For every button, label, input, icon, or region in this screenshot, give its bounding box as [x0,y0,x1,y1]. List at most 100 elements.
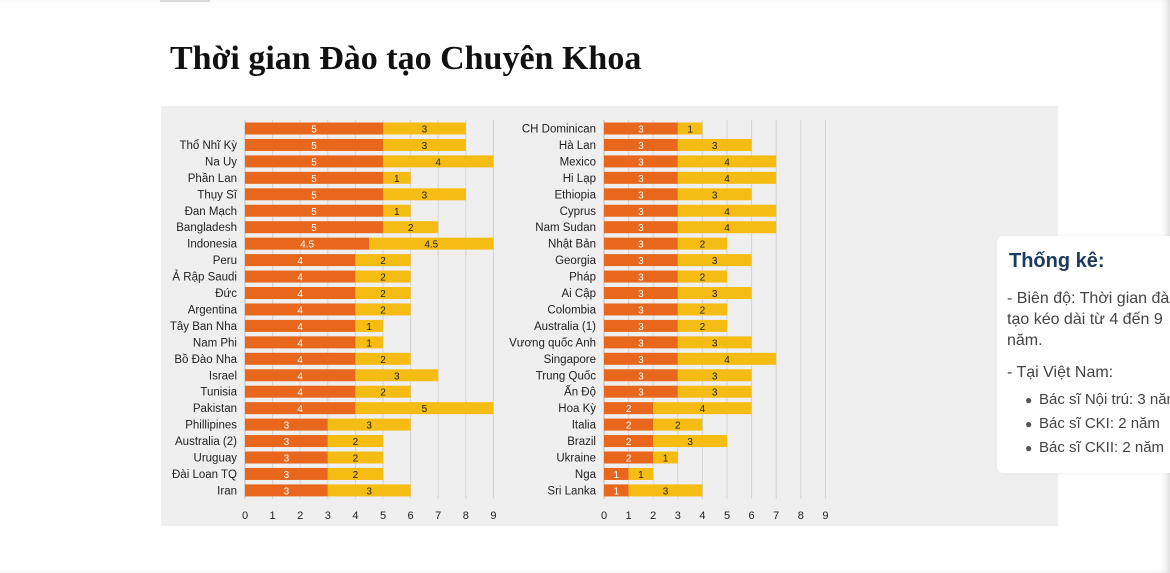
bar-segment-2 [327,484,411,497]
bar-segment-2 [383,122,466,135]
bar-segment-1 [604,402,654,415]
bar-segment-2-label: 3 [712,388,718,399]
bar-segment-1 [604,188,678,201]
x-tick-label: 6 [408,510,414,522]
bar-segment-1-label: 4 [297,305,303,316]
bar-segment-2-label: 3 [712,190,718,201]
category-label: Đài Loan TQ [172,469,237,481]
bar-segment-2-label: 2 [380,355,386,366]
category-label: Indonesia [187,239,237,251]
category-label: Israel [209,370,237,382]
bar-segment-2-label: 4 [724,207,730,218]
bar-segment-1-label: 3 [284,486,290,497]
x-tick-label: 9 [490,510,496,522]
bar-segment-1 [245,204,383,217]
bar-segment-2 [327,467,383,480]
category-label: Singapore [544,354,596,366]
bar-segment-2 [677,287,752,299]
x-tick-label: 4 [352,510,358,522]
bar-segment-2-label: 4 [435,157,441,168]
bar-segment-2 [677,171,777,184]
bar-segment-2-label: 3 [366,486,372,497]
bar-segment-1 [604,369,678,382]
bar-segment-2-label: 4 [724,223,730,234]
bar-segment-1 [245,484,328,497]
category-label: Ai Cập [561,288,596,300]
bar-segment-1-label: 2 [626,404,632,415]
bar-segment-1-label: 4 [297,289,303,300]
stats-item-resident: ● Bác sĩ Nội trú: 3 năm [1025,388,1170,412]
category-label: Thụy Sĩ [197,189,237,201]
category-label: Peru [213,255,237,267]
bar-segment-2 [383,171,411,184]
bar-segment-2-label: 1 [366,322,372,333]
bar-segment-2-label: 2 [700,240,706,251]
x-tick-label: 0 [242,510,248,522]
bar-segment-1-label: 1 [614,470,620,481]
bar-segment-2 [383,221,439,234]
bar-segment-1 [604,352,678,365]
bar-segment-2 [383,204,411,217]
bar-segment-1 [604,435,654,448]
bar-segment-2-label: 4.5 [424,240,438,251]
page-top-rule [160,0,210,2]
bar-segment-2-label: 2 [380,273,386,284]
stats-list: ● Bác sĩ Nội trú: 3 năm ● Bác sĩ CKI: 2 … [1025,388,1170,460]
category-label: Trung Quốc [536,370,597,382]
bar-segment-2-label: 3 [422,190,428,201]
page-title: Thời gian Đào tạo Chuyên Khoa [170,40,642,77]
bar-segment-1-label: 5 [311,207,317,218]
bar-segment-2-label: 2 [380,305,386,316]
bar-segment-1 [604,385,678,398]
bar-segment-1-label: 3 [638,289,644,300]
bar-segment-1 [604,171,678,184]
category-label: Cyprus [560,206,597,218]
bar-segment-1 [604,204,678,217]
bar-segment-1 [245,188,383,201]
bar-segment-1-label: 3 [638,305,644,316]
bar-segment-2 [677,385,752,398]
bar-segment-2-label: 4 [724,174,730,185]
category-label: Na Uy [205,156,237,168]
stats-item-cki: ● Bác sĩ CKI: 2 năm [1025,412,1170,436]
category-label: Ukraine [556,453,596,465]
x-tick-label: 5 [380,510,386,522]
bar-segment-2-label: 3 [712,256,718,267]
bar-segment-2 [355,270,411,283]
bar-segment-1 [245,270,356,283]
bar-segment-2-label: 1 [394,174,400,185]
bar-segment-1 [245,467,328,480]
bar-segment-1 [245,402,356,415]
bar-segment-1-label: 3 [638,207,644,218]
category-label: Australia (1) [534,321,596,333]
bar-segment-1 [604,122,678,135]
bar-segment-2 [355,352,411,365]
category-label: Pháp [569,272,596,284]
bar-segment-1 [604,287,678,299]
bar-segment-1-label: 2 [626,437,632,448]
bar-segment-2 [653,418,703,431]
bar-segment-2-label: 4 [724,355,730,366]
bar-segment-1 [245,352,356,365]
stats-item-ckii: ● Bác sĩ CKII: 2 năm [1025,436,1170,460]
bar-segment-2-label: 2 [353,454,359,465]
bar-segment-1 [604,155,678,168]
bar-segment-2 [327,451,383,464]
bar-segment-2 [653,435,727,448]
bar-segment-2-label: 2 [380,388,386,399]
x-tick-label: 2 [297,510,303,522]
x-tick-label: 8 [798,510,804,522]
category-label: Iran [217,485,237,497]
bar-segment-1-label: 3 [638,322,644,333]
bar-segment-2 [327,435,383,448]
bar-segment-1 [604,270,678,283]
bar-segment-2-label: 3 [422,125,428,136]
x-tick-label: 7 [435,510,441,522]
bar-segment-2 [355,385,411,398]
bar-segment-2 [383,138,466,151]
x-tick-label: 8 [463,510,469,522]
category-label: Colombia [547,304,596,316]
bar-segment-1 [604,467,629,480]
bar-segment-1 [604,336,678,349]
